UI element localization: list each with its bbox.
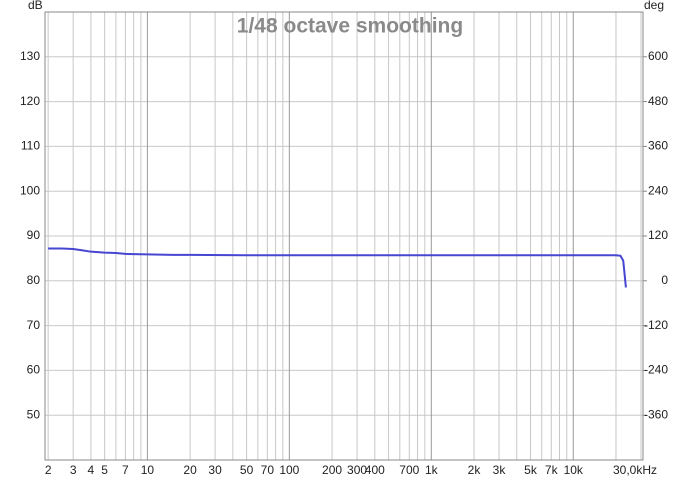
x-tick-label: 5k — [524, 463, 538, 477]
x-tick-label: 7 — [122, 463, 129, 477]
y2-axis-label: deg — [644, 0, 664, 12]
y-tick-label: 60 — [27, 363, 41, 377]
y2-tick-label: 0 — [661, 273, 668, 287]
y-tick-label: 100 — [20, 183, 40, 197]
response-line — [48, 247, 627, 288]
grid — [45, 12, 643, 460]
x-tick-label: 20 — [183, 463, 197, 477]
y2-tick-label: 480 — [648, 94, 668, 108]
x-tick-label: 300 — [347, 463, 367, 477]
x-tick-label: 100 — [279, 463, 299, 477]
y-tick-label: 70 — [27, 318, 41, 332]
y-tick-label: 90 — [27, 228, 41, 242]
y2-tick-label: 240 — [648, 183, 668, 197]
y-tick-label: 120 — [20, 94, 40, 108]
x-tick-label: 10k — [564, 463, 584, 477]
x-tick-label: 2 — [45, 463, 52, 477]
y2-tick-label: 120 — [648, 228, 668, 242]
x-tick-label: 30 — [208, 463, 222, 477]
y2-tick-label: 600 — [648, 49, 668, 63]
x-tick-label: 3 — [70, 463, 77, 477]
y2-tick-label: -240 — [644, 363, 668, 377]
x-tick-label: 3k — [493, 463, 507, 477]
y-tick-label: 50 — [27, 407, 41, 421]
y-tick-label: 110 — [21, 139, 40, 153]
y2-tick-label: -360 — [644, 407, 668, 421]
x-tick-label: 70 — [261, 463, 275, 477]
y2-tick-label: -120 — [644, 318, 668, 332]
x-tick-label: 1k — [425, 463, 439, 477]
x-tick-label: 400 — [365, 463, 385, 477]
y-tick-label: 130 — [20, 49, 40, 63]
y2-tick-label: 360 — [648, 139, 668, 153]
x-tick-label: 2k — [468, 463, 482, 477]
chart-title: 1/48 octave smoothing — [237, 15, 463, 38]
y-tick-label: 80 — [27, 273, 41, 287]
x-tick-label: 7k — [545, 463, 559, 477]
x-tick-label: 10 — [141, 463, 155, 477]
x-tick-label: 700 — [399, 463, 419, 477]
x-tick-label: 200 — [322, 463, 342, 477]
x-tick-label: 30,0kHz — [613, 463, 657, 477]
x-tick-label: 50 — [240, 463, 254, 477]
marks — [48, 247, 627, 288]
x-tick-label: 5 — [101, 463, 108, 477]
y-axis-label: dB — [28, 0, 43, 12]
x-tick-label: 4 — [88, 463, 95, 477]
